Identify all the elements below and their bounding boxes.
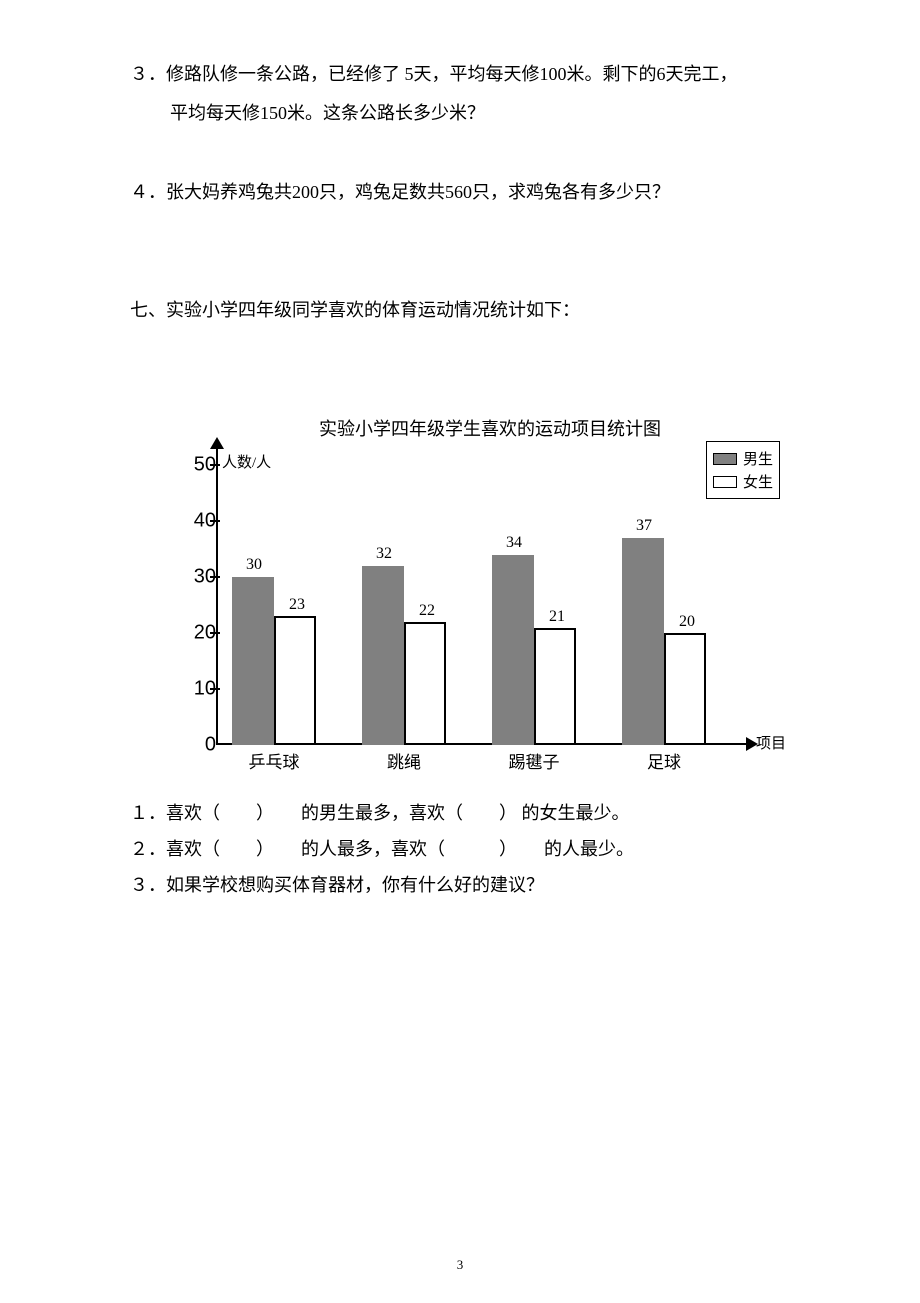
bar-male: 30 — [232, 577, 274, 745]
category-label: 足球 — [614, 748, 714, 773]
bar-male-value: 30 — [233, 556, 275, 574]
y-tick-mark — [210, 520, 220, 522]
sub-question-2: ２．喜欢（ ） 的人最多，喜欢（ ） 的人最少。 — [130, 831, 790, 867]
bar-female-value: 20 — [666, 613, 708, 631]
y-tick-label: 0 — [170, 734, 216, 757]
sub-question-1: １．喜欢（ ） 的男生最多，喜欢（ ） 的女生最少。 — [130, 795, 790, 831]
page-container: ３．修路队修一条公路，已经修了 5天，平均每天修100米。剩下的6天完工， 平均… — [0, 0, 920, 1303]
page-number: 3 — [0, 1257, 920, 1273]
bar-male-value: 34 — [493, 534, 535, 552]
bar-female: 22 — [404, 622, 446, 745]
y-axis-line — [216, 445, 218, 745]
bar-female-value: 22 — [406, 602, 448, 620]
bar-chart: 实验小学四年级学生喜欢的运动项目统计图 男生 女生 人数/人 项目 010203… — [150, 415, 770, 775]
bar-male: 37 — [622, 538, 664, 745]
spacer — [130, 216, 790, 296]
bar-female: 21 — [534, 628, 576, 746]
chart-plot-area: 人数/人 项目 010203040503023乒乓球3222跳绳3421踢毽子3… — [170, 445, 760, 775]
bar-female: 20 — [664, 633, 706, 745]
bar-female-value: 21 — [536, 608, 578, 626]
y-axis-arrow-icon — [210, 437, 224, 449]
spacer — [130, 138, 790, 178]
y-tick-mark — [210, 688, 220, 690]
bar-male-value: 32 — [363, 545, 405, 563]
question-3-line2: 平均每天修150米。这条公路长多少米？ — [130, 99, 790, 128]
y-tick-mark — [210, 464, 220, 466]
bar-male: 34 — [492, 555, 534, 745]
question-4: ４．张大妈养鸡兔共200只，鸡兔足数共560只，求鸡兔各有多少只？ — [130, 178, 790, 207]
bar-female-value: 23 — [276, 596, 318, 614]
y-axis-label: 人数/人 — [222, 451, 271, 472]
x-axis-label: 项目 — [756, 732, 786, 753]
section-7-heading: 七、实验小学四年级同学喜欢的体育运动情况统计如下： — [130, 296, 790, 325]
sub-question-3: ３．如果学校想购买体育器材，你有什么好的建议？ — [130, 867, 790, 903]
question-3-line1: ３．修路队修一条公路，已经修了 5天，平均每天修100米。剩下的6天完工， — [130, 60, 790, 89]
bar-male: 32 — [362, 566, 404, 745]
bar-male-value: 37 — [623, 517, 665, 535]
sub-questions: １．喜欢（ ） 的男生最多，喜欢（ ） 的女生最少。 ２．喜欢（ ） 的人最多，… — [130, 795, 790, 903]
bar-female: 23 — [274, 616, 316, 745]
y-tick-mark — [210, 632, 220, 634]
category-label: 跳绳 — [354, 748, 454, 773]
category-label: 踢毽子 — [484, 748, 584, 773]
y-tick-mark — [210, 576, 220, 578]
chart-title: 实验小学四年级学生喜欢的运动项目统计图 — [150, 415, 770, 441]
category-label: 乒乓球 — [224, 748, 324, 773]
